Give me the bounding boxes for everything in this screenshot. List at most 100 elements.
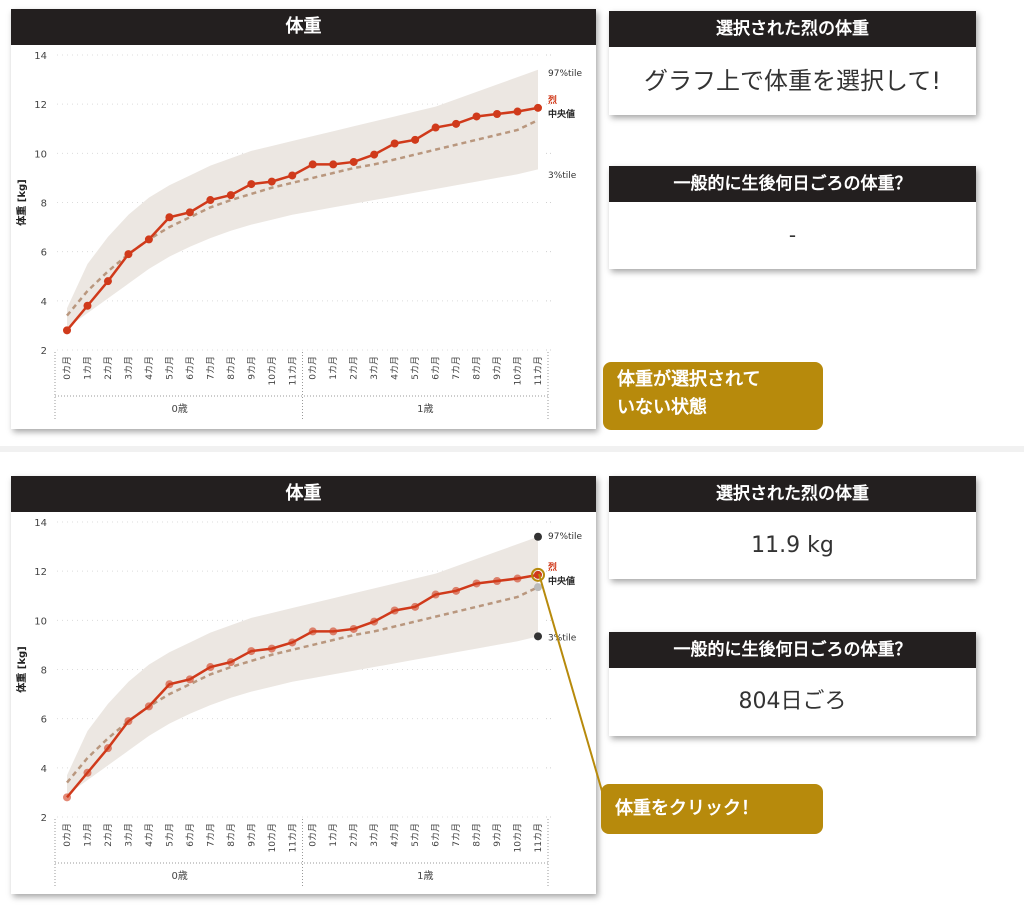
weight-point[interactable] — [370, 150, 379, 159]
weight-point[interactable] — [308, 627, 317, 636]
y-tick-label: 12 — [34, 100, 47, 111]
weight-point[interactable] — [83, 301, 92, 310]
x-tick-label: 9カ月 — [492, 356, 503, 380]
label-3tile: 3%tile — [548, 171, 577, 181]
weight-point[interactable] — [431, 590, 440, 599]
y-tick-label: 10 — [34, 616, 47, 627]
weight-point[interactable] — [267, 644, 276, 653]
weight-point[interactable] — [452, 119, 461, 128]
weight-point[interactable] — [124, 717, 133, 726]
y-tick-label: 4 — [41, 764, 47, 775]
x-tick-label: 8カ月 — [472, 356, 483, 380]
weight-point[interactable] — [534, 570, 542, 579]
weight-point[interactable] — [103, 744, 112, 753]
weight-point[interactable] — [411, 135, 420, 144]
weight-point[interactable] — [534, 103, 542, 112]
x-tick-label: 3カ月 — [369, 823, 380, 847]
weight-point[interactable] — [288, 171, 297, 180]
weight-point[interactable] — [267, 177, 276, 186]
weight-point[interactable] — [63, 793, 71, 802]
y-tick-label: 12 — [34, 567, 47, 578]
weight-point[interactable] — [431, 123, 440, 132]
x-tick-label: 7カ月 — [451, 356, 462, 380]
x-tick-label: 4カ月 — [144, 356, 155, 380]
x-tick-label: 5カ月 — [410, 356, 421, 380]
label-series: 烈 — [548, 561, 557, 573]
chart-title: 体重 — [11, 476, 596, 512]
weight-point[interactable] — [349, 157, 358, 166]
weight-point[interactable] — [63, 326, 71, 335]
x-group-label: 0歳 — [171, 870, 187, 882]
section-divider — [0, 446, 1024, 452]
selected-weight-card: 選択された烈の体重 グラフ上で体重を選択して! — [609, 11, 976, 115]
y-tick-label: 8 — [41, 199, 47, 210]
x-tick-label: 4カ月 — [390, 356, 401, 380]
x-group-label: 1歳 — [417, 870, 433, 882]
chart-title: 体重 — [11, 9, 596, 45]
x-tick-label: 5カ月 — [164, 823, 175, 847]
x-tick-label: 1カ月 — [328, 823, 339, 847]
p3-point — [534, 632, 542, 641]
x-tick-label: 7カ月 — [205, 823, 216, 847]
weight-point[interactable] — [103, 277, 112, 286]
weight-point[interactable] — [247, 647, 256, 656]
weight-point[interactable] — [144, 235, 153, 244]
selected-weight-card: 選択された烈の体重 11.9 kg — [609, 476, 976, 579]
weight-point[interactable] — [349, 624, 358, 633]
weight-point[interactable] — [226, 191, 235, 200]
y-tick-label: 10 — [34, 149, 47, 160]
weight-point[interactable] — [288, 638, 297, 647]
weight-point[interactable] — [390, 139, 399, 148]
weight-point[interactable] — [329, 160, 338, 169]
weight-point[interactable] — [165, 213, 174, 222]
general-age-header: 一般的に生後何日ごろの体重？ — [609, 632, 976, 668]
x-tick-label: 3カ月 — [123, 356, 134, 380]
weight-point[interactable] — [472, 112, 481, 121]
weight-point[interactable] — [513, 574, 522, 583]
callout-not-selected: 体重が選択されて いない状態 — [603, 362, 823, 430]
weight-point[interactable] — [513, 107, 522, 116]
weight-point[interactable] — [144, 702, 153, 711]
x-tick-label: 6カ月 — [185, 356, 196, 380]
x-tick-label: 6カ月 — [185, 823, 196, 847]
weight-point[interactable] — [206, 663, 215, 672]
x-tick-label: 2カ月 — [349, 356, 360, 380]
weight-point[interactable] — [329, 627, 338, 636]
x-tick-label: 11カ月 — [287, 356, 298, 385]
weight-point[interactable] — [370, 617, 379, 626]
weight-point[interactable] — [411, 602, 420, 611]
weight-point[interactable] — [165, 680, 174, 689]
median-point — [534, 583, 542, 592]
selected-weight-value: 11.9 kg — [751, 533, 834, 558]
x-tick-label: 7カ月 — [205, 356, 216, 380]
weight-point[interactable] — [493, 110, 502, 118]
x-tick-label: 6カ月 — [431, 356, 442, 380]
callout-line-1: 体重が選択されて — [617, 369, 761, 390]
label-97tile: 97%tile — [548, 532, 583, 542]
percentile-band — [67, 69, 538, 328]
weight-point[interactable] — [308, 160, 317, 169]
weight-point[interactable] — [185, 208, 194, 217]
weight-point[interactable] — [226, 658, 235, 667]
selected-weight-value: グラフ上で体重を選択して! — [644, 67, 941, 95]
weight-point[interactable] — [472, 579, 481, 588]
selected-weight-header: 選択された烈の体重 — [609, 476, 976, 512]
weight-point[interactable] — [83, 768, 92, 777]
general-age-value: - — [788, 223, 797, 247]
weight-point[interactable] — [493, 577, 502, 585]
weight-point[interactable] — [390, 606, 399, 615]
weight-point[interactable] — [124, 250, 133, 259]
x-tick-label: 7カ月 — [451, 823, 462, 847]
x-group-label: 1歳 — [417, 403, 433, 415]
weight-point[interactable] — [247, 180, 256, 189]
x-tick-label: 2カ月 — [103, 356, 114, 380]
weight-point[interactable] — [185, 675, 194, 684]
x-tick-label: 1カ月 — [82, 356, 93, 380]
weight-point[interactable] — [452, 586, 461, 595]
y-tick-label: 2 — [41, 813, 47, 824]
x-tick-label: 3カ月 — [369, 356, 380, 380]
weight-point[interactable] — [206, 196, 215, 205]
y-tick-label: 6 — [41, 248, 47, 259]
